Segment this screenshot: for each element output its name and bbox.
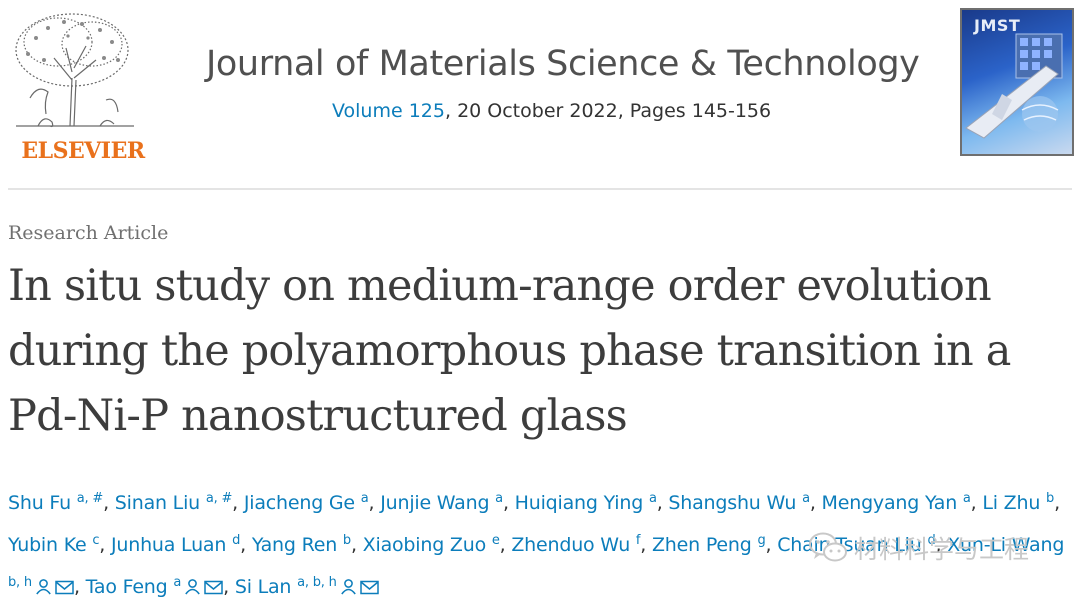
author-affiliation-sup[interactable]: g xyxy=(757,533,766,548)
author-affiliation-sup[interactable]: a xyxy=(802,491,810,506)
journal-cover-image[interactable]: JMST xyxy=(960,8,1074,156)
author-affiliation-sup[interactable]: b xyxy=(1046,491,1055,506)
author-entry: Li Zhu b, xyxy=(982,491,1060,514)
author-entry: Xiaobing Zuo e, xyxy=(362,533,512,556)
author-name-link[interactable]: Shu Fu xyxy=(8,492,71,514)
header-divider xyxy=(8,188,1072,190)
author-entry: Shangshu Wu a, xyxy=(668,491,822,514)
author-affiliation-sup[interactable]: e xyxy=(491,533,500,548)
author-separator: , xyxy=(350,534,363,556)
author-name-link[interactable]: Junjie Wang xyxy=(380,492,490,514)
author-separator: , xyxy=(73,576,86,598)
author-entry: Tao Feng a, xyxy=(85,575,235,598)
author-affiliation-sup[interactable]: a xyxy=(962,491,971,506)
author-name-link[interactable]: Zhenduo Wu xyxy=(511,534,631,556)
author-entry: Yubin Ke c, xyxy=(8,533,111,556)
author-affiliation-sup[interactable]: c xyxy=(92,533,100,548)
author-separator: , xyxy=(656,492,669,514)
author-entry: Mengyang Yan a, xyxy=(821,491,983,514)
elsevier-tree-icon xyxy=(15,13,134,128)
author-separator: , xyxy=(765,534,778,556)
issue-details: , 20 October 2022, Pages 145-156 xyxy=(444,100,772,122)
author-separator: , xyxy=(935,534,948,556)
author-name-link[interactable]: Li Zhu xyxy=(982,492,1041,514)
author-entry: Zhenduo Wu f, xyxy=(511,533,652,556)
author-separator: , xyxy=(1054,492,1060,514)
author-entry: Jiacheng Ge a, xyxy=(243,491,381,514)
publisher-name: ELSEVIER xyxy=(21,138,145,164)
author-separator: , xyxy=(232,492,244,514)
article-title: In situ study on medium-range order evol… xyxy=(8,261,1011,441)
author-entry: Shu Fu a, #, xyxy=(8,491,115,514)
watermark-label: 材料科学与工程 xyxy=(854,535,1030,564)
journal-title[interactable]: Journal of Materials Science & Technolog… xyxy=(206,44,920,84)
author-affiliation-sup[interactable]: d xyxy=(232,533,241,548)
author-name-link[interactable]: Huiqiang Ying xyxy=(514,492,644,514)
author-separator: , xyxy=(809,492,822,514)
author-name-link[interactable]: Shangshu Wu xyxy=(668,492,797,514)
cover-artwork-icon xyxy=(965,33,1063,139)
author-name-link[interactable]: Zhen Peng xyxy=(651,534,752,556)
author-entry: Xun-Li Wang b, h, xyxy=(8,534,1064,598)
author-affiliation-sup[interactable]: b xyxy=(342,533,351,548)
author-name-link[interactable]: Yang Ren xyxy=(251,534,338,556)
author-affiliation-sup[interactable]: f xyxy=(635,533,641,548)
mail-icon[interactable] xyxy=(204,580,223,595)
author-separator: , xyxy=(103,492,115,514)
author-name-link[interactable]: Junhua Luan xyxy=(110,534,227,556)
author-entry: Si Lan a, b, h xyxy=(234,575,379,598)
cover-abbrev: JMST xyxy=(974,16,1021,35)
author-affiliation-sup[interactable]: a xyxy=(648,491,657,506)
author-affiliation-sup[interactable]: b, h xyxy=(8,575,32,590)
author-separator: , xyxy=(368,492,381,514)
author-name-link[interactable]: Sinan Liu xyxy=(114,492,200,514)
author-separator: , xyxy=(640,534,652,556)
person-icon[interactable] xyxy=(35,578,52,595)
author-separator: , xyxy=(970,492,983,514)
author-affiliation-sup[interactable]: a, b, h xyxy=(297,575,337,590)
author-name-link[interactable]: Si Lan xyxy=(234,576,292,598)
author-name-link[interactable]: Tao Feng xyxy=(85,576,168,598)
mail-icon[interactable] xyxy=(359,580,379,595)
article-type-label: Research Article xyxy=(8,222,169,244)
author-entry: Junjie Wang a, xyxy=(380,491,515,514)
author-name-link[interactable]: Xun-Li Wang xyxy=(947,534,1065,556)
author-affiliation-sup[interactable]: a xyxy=(495,491,503,506)
author-affiliation-sup[interactable]: a xyxy=(360,491,369,506)
mail-icon[interactable] xyxy=(55,580,74,595)
author-name-link[interactable]: Yubin Ke xyxy=(8,534,87,556)
author-affiliation-sup[interactable]: a, # xyxy=(76,491,104,506)
author-affiliation-sup[interactable]: d xyxy=(927,533,936,548)
journal-issue-info: Volume 125, 20 October 2022, Pages 145-1… xyxy=(332,100,932,122)
author-separator: , xyxy=(240,534,252,556)
author-list: Shu Fu a, #, Sinan Liu a, #, Jiacheng Ge… xyxy=(8,480,1074,598)
publisher-logo[interactable]: ELSEVIER xyxy=(8,8,145,164)
author-separator: , xyxy=(499,534,512,556)
author-name-link[interactable]: Jiacheng Ge xyxy=(243,492,355,514)
author-entry: Sinan Liu a, #, xyxy=(114,491,244,514)
author-name-link[interactable]: Mengyang Yan xyxy=(821,492,958,514)
author-entry: Junhua Luan d, xyxy=(110,533,252,556)
author-separator: , xyxy=(99,534,111,556)
author-affiliation-sup[interactable]: a, # xyxy=(205,491,233,506)
author-entry: Zhen Peng g, xyxy=(651,533,778,556)
wechat-icon xyxy=(809,532,847,562)
author-entry: Huiqiang Ying a, xyxy=(514,491,669,514)
author-affiliation-sup[interactable]: a xyxy=(173,575,182,590)
volume-link[interactable]: Volume 125 xyxy=(332,100,445,122)
author-entry: Yang Ren b, xyxy=(251,533,363,556)
author-separator: , xyxy=(223,576,235,598)
watermark: 材料科学与工程 xyxy=(808,528,1058,568)
author-name-link[interactable]: Xiaobing Zuo xyxy=(362,534,487,556)
person-icon[interactable] xyxy=(184,578,201,595)
person-icon[interactable] xyxy=(340,578,357,595)
author-separator: , xyxy=(502,492,515,514)
